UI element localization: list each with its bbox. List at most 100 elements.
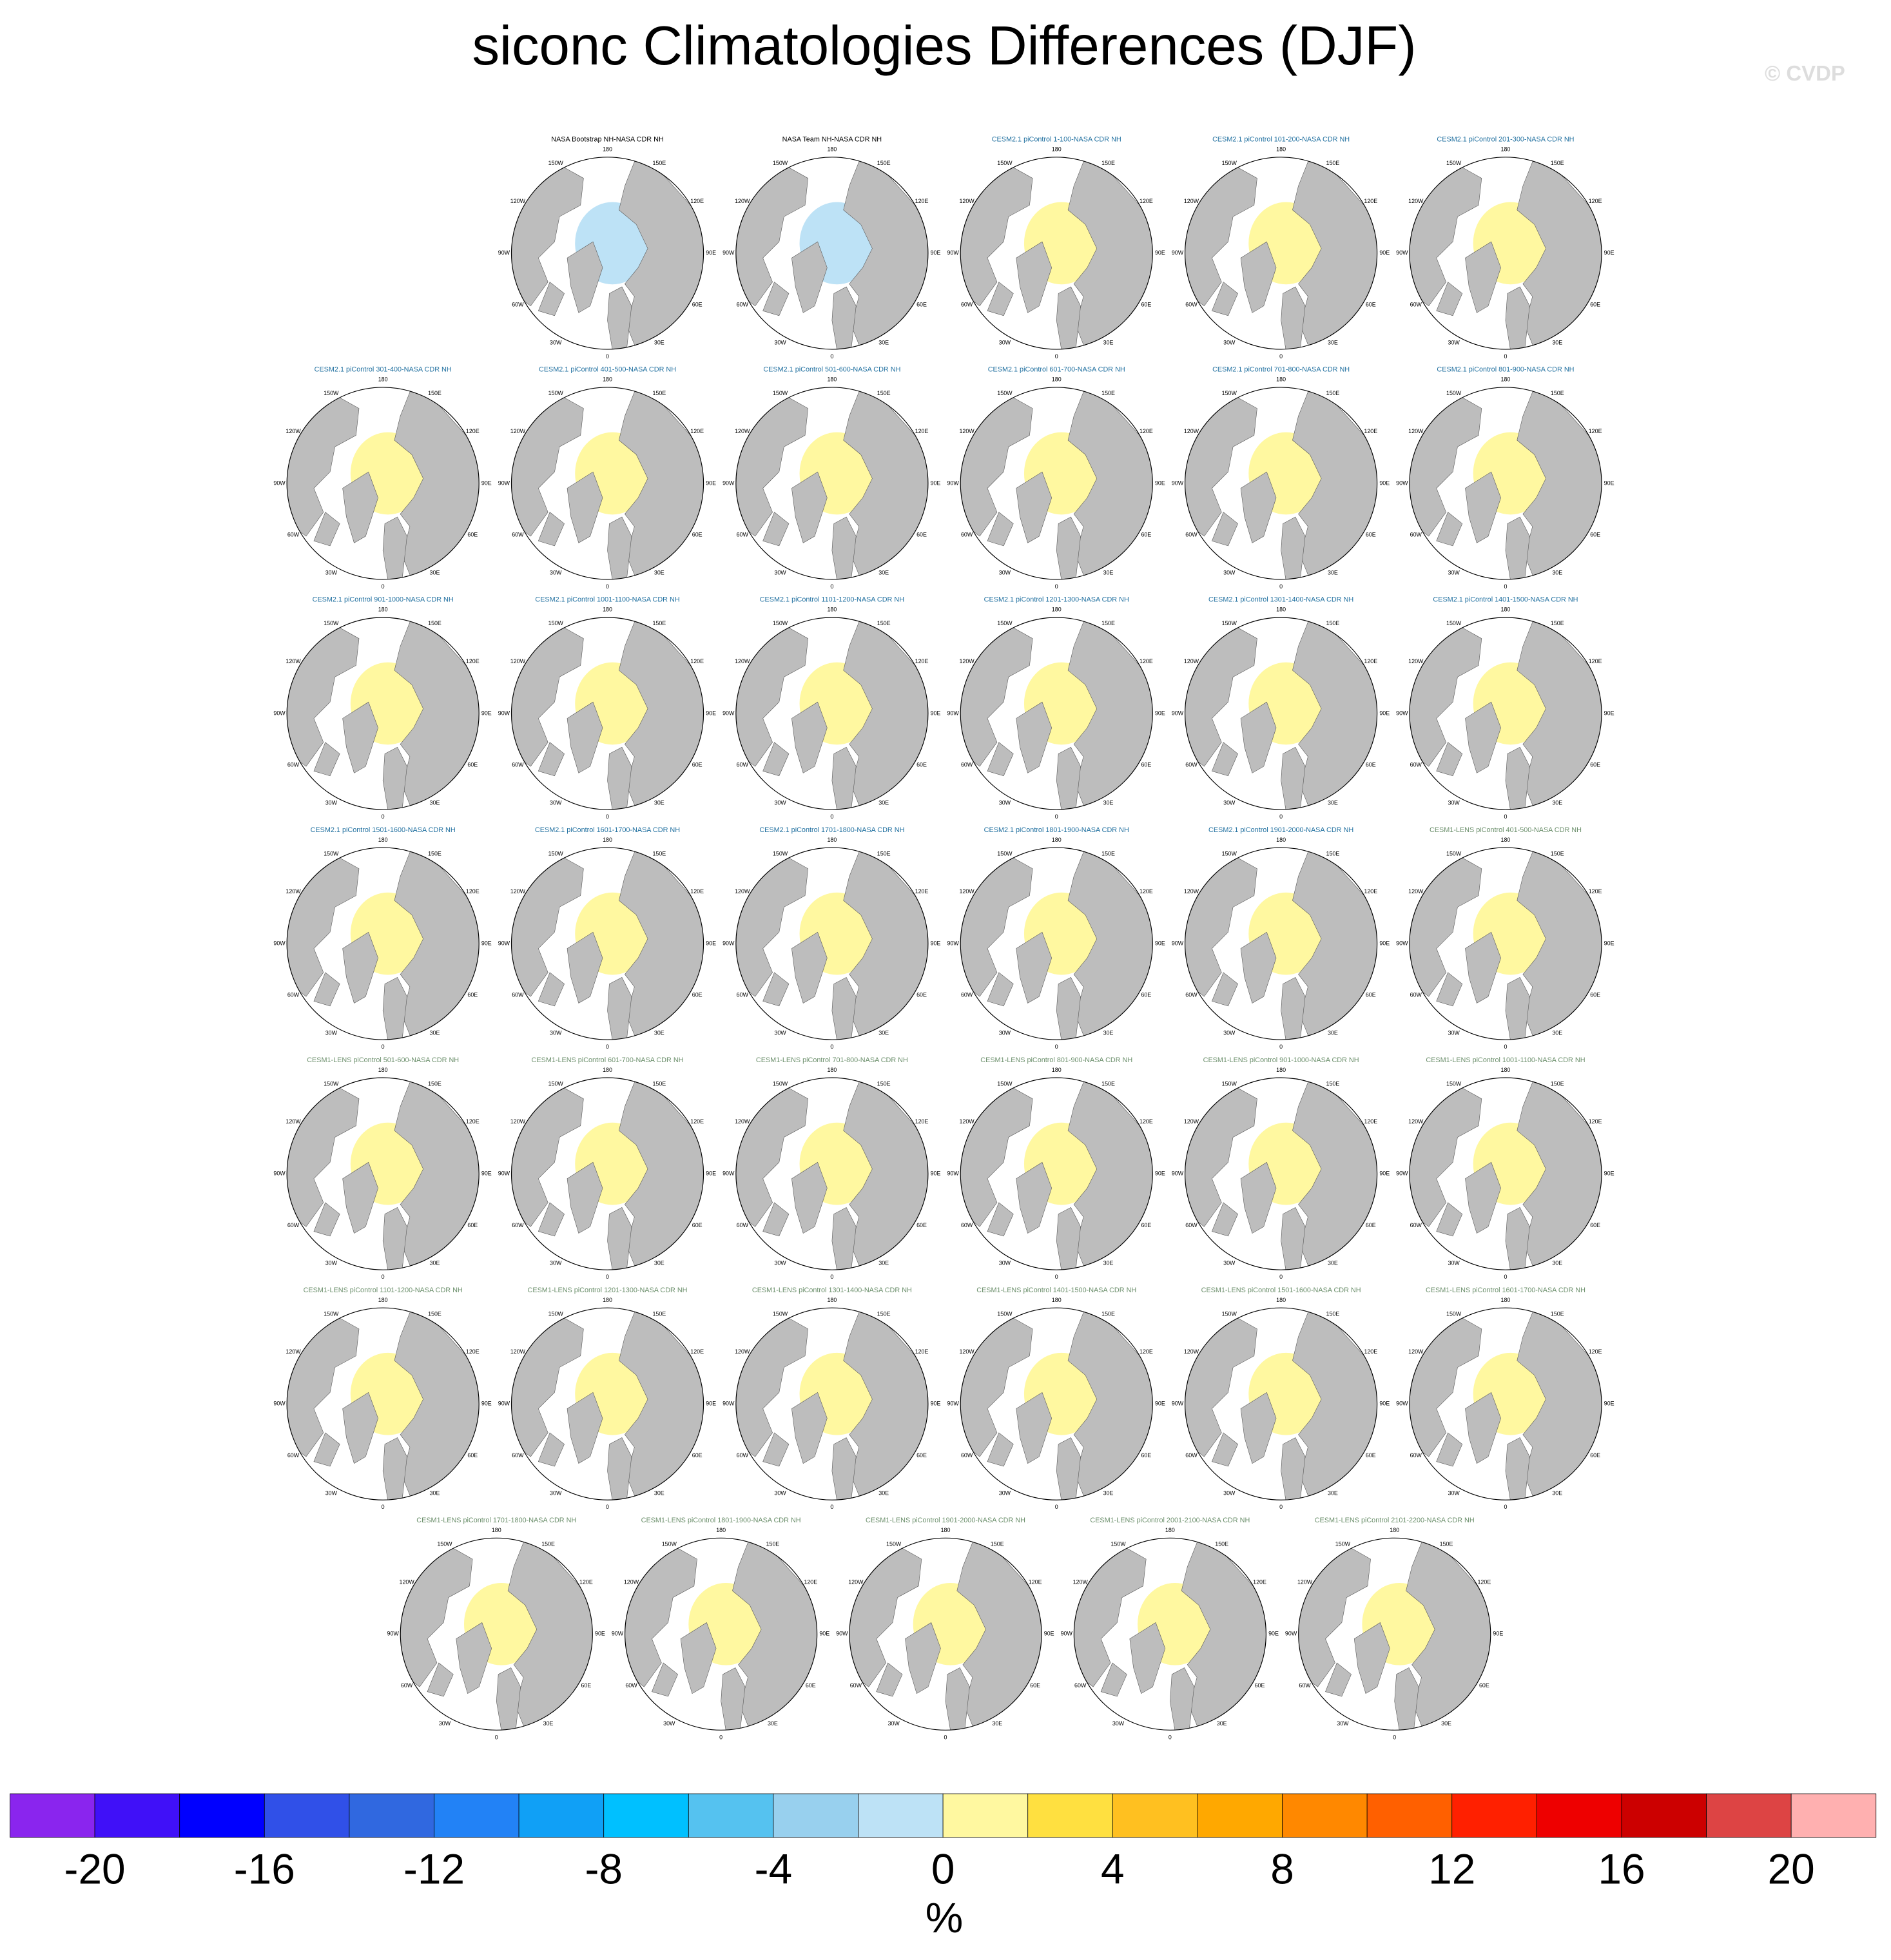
lon-label: 120E (1139, 198, 1153, 204)
colorbar-tick-label: 4 (1101, 1845, 1125, 1892)
land (831, 516, 857, 579)
lon-label: 90W (1061, 1631, 1073, 1637)
land (1394, 1667, 1419, 1731)
lon-label: 30W (325, 1030, 338, 1036)
lon-label: 60W (737, 532, 749, 538)
lon-label: 150E (428, 620, 441, 626)
lon-label: 150E (766, 1540, 780, 1547)
land (1240, 1161, 1277, 1234)
lon-label: 120W (1184, 1348, 1199, 1355)
land (1016, 1161, 1052, 1234)
lon-label: 0 (606, 1504, 609, 1510)
land (791, 1392, 828, 1464)
lon-label: 150E (1101, 1080, 1115, 1087)
land (1212, 972, 1238, 1007)
lon-label: 90E (1379, 249, 1390, 256)
land (619, 848, 704, 1040)
colorbar-box (688, 1793, 774, 1838)
land (1281, 1437, 1306, 1500)
lon-label: 60W (287, 1452, 300, 1459)
lon-label: 60E (1030, 1682, 1040, 1689)
lon-label: 60W (961, 532, 973, 538)
land (831, 976, 857, 1040)
map (735, 1077, 929, 1270)
lon-label: 30W (999, 569, 1011, 576)
lon-label: 30E (654, 800, 664, 806)
map-panel: NASA Team NH-NASA CDR NH 0 30E 60E 90E 120E 15… (722, 136, 940, 360)
land (342, 1392, 378, 1464)
lon-label: 60E (1141, 762, 1151, 768)
land (394, 1308, 480, 1500)
lon-label: 0 (1279, 1043, 1283, 1050)
panel-title: CESM2.1 piControl 901-1000-NASA CDR NH (313, 596, 454, 604)
map-clip (400, 1538, 593, 1731)
map-border (1409, 1307, 1602, 1500)
panel-title: CESM1-LENS piControl 1401-1500-NASA CDR … (976, 1286, 1136, 1294)
panel-title: CESM2.1 piControl 1801-1900-NASA CDR NH (984, 826, 1129, 834)
lon-label: 120E (804, 1578, 817, 1585)
lon-label: 90W (1172, 1170, 1184, 1176)
land (987, 972, 1014, 1007)
lon-label: 90E (1604, 1170, 1615, 1176)
lon-label: 90E (1493, 1631, 1503, 1637)
lon-label: 90W (498, 1170, 510, 1176)
lon-label: 0 (830, 1274, 833, 1280)
colorbar-tick-label: -20 (64, 1845, 126, 1892)
map-clip (960, 1308, 1153, 1500)
lon-label: 30W (1448, 800, 1460, 806)
map-border (735, 617, 929, 810)
lon-label: 180 (1276, 146, 1286, 153)
lon-label: 120W (735, 888, 750, 895)
land (1056, 976, 1081, 1040)
lon-label: 150E (652, 620, 666, 626)
lon-label: 60W (737, 992, 749, 998)
lon-label: 150W (1335, 1540, 1351, 1547)
land (1465, 931, 1501, 1004)
lon-label: 0 (830, 583, 833, 590)
map-clip (960, 1078, 1153, 1270)
lon-label: 60W (961, 302, 973, 308)
land (762, 742, 790, 777)
lon-label: 30E (768, 1720, 778, 1727)
map-clip (511, 617, 704, 810)
lon-label: 120E (690, 428, 704, 434)
lon-label: 150W (773, 1080, 788, 1087)
map-clip (1409, 1308, 1602, 1500)
lon-label: 150W (1222, 1310, 1237, 1317)
map-clip (287, 848, 480, 1040)
lon-label: 180 (1165, 1527, 1175, 1533)
map-border (510, 847, 704, 1040)
colorbar-box (1621, 1793, 1707, 1838)
lon-label: 120E (466, 1118, 480, 1125)
map-clip (1409, 1078, 1602, 1270)
lon-label: 120W (1073, 1578, 1089, 1585)
land (1281, 976, 1306, 1040)
map-panel: CESM2.1 piControl 1701-1800-NASA CDR NH 0… (722, 826, 940, 1050)
lon-label: 180 (1390, 1527, 1399, 1533)
lon-label: 120E (466, 428, 480, 434)
figure-title: siconc Climatologies Differences (DJF) (472, 15, 1416, 77)
lon-label: 90W (836, 1631, 848, 1637)
land (762, 512, 790, 547)
map-border (735, 387, 929, 580)
lon-label: 180 (1052, 146, 1062, 153)
map-panel: CESM1-LENS piControl 2101-2200-NASA CDR … (1285, 1517, 1503, 1740)
lon-label: 30W (774, 1490, 786, 1497)
lon-label: 150W (997, 390, 1013, 396)
lon-label: 60E (916, 1452, 927, 1459)
lon-label: 60E (692, 1452, 703, 1459)
lon-label: 180 (827, 146, 837, 153)
land (1517, 1078, 1602, 1270)
lon-label: 90E (931, 249, 941, 256)
lon-label: 90W (722, 940, 735, 946)
map-border (510, 1077, 704, 1270)
lon-label: 30W (1223, 800, 1236, 806)
map (1409, 617, 1602, 810)
map (735, 157, 929, 350)
land (538, 1432, 565, 1467)
map-clip (1409, 157, 1602, 349)
land (567, 471, 603, 543)
map-clip (960, 157, 1153, 349)
lon-label: 0 (1055, 353, 1058, 360)
lon-label: 30E (1328, 800, 1338, 806)
